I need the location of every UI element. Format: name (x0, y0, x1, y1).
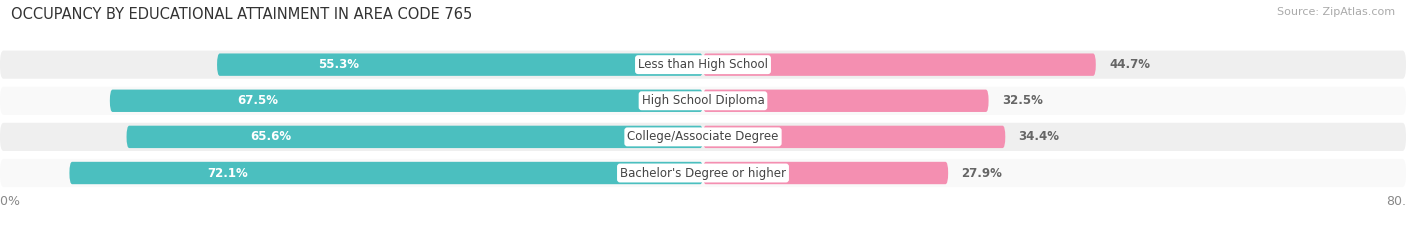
Text: 27.9%: 27.9% (962, 167, 1002, 179)
Text: OCCUPANCY BY EDUCATIONAL ATTAINMENT IN AREA CODE 765: OCCUPANCY BY EDUCATIONAL ATTAINMENT IN A… (11, 7, 472, 22)
Text: 34.4%: 34.4% (1018, 130, 1060, 143)
Text: 55.3%: 55.3% (318, 58, 359, 71)
FancyBboxPatch shape (703, 162, 948, 184)
FancyBboxPatch shape (0, 159, 1406, 187)
FancyBboxPatch shape (127, 126, 703, 148)
Text: College/Associate Degree: College/Associate Degree (627, 130, 779, 143)
FancyBboxPatch shape (110, 89, 703, 112)
Text: Source: ZipAtlas.com: Source: ZipAtlas.com (1277, 7, 1395, 17)
Text: 72.1%: 72.1% (208, 167, 249, 179)
Text: Bachelor's Degree or higher: Bachelor's Degree or higher (620, 167, 786, 179)
FancyBboxPatch shape (217, 53, 703, 76)
FancyBboxPatch shape (0, 123, 1406, 151)
Text: 67.5%: 67.5% (238, 94, 278, 107)
Text: 65.6%: 65.6% (250, 130, 291, 143)
FancyBboxPatch shape (703, 126, 1005, 148)
FancyBboxPatch shape (703, 89, 988, 112)
Text: High School Diploma: High School Diploma (641, 94, 765, 107)
Text: 32.5%: 32.5% (1001, 94, 1043, 107)
FancyBboxPatch shape (703, 53, 1095, 76)
Text: Less than High School: Less than High School (638, 58, 768, 71)
FancyBboxPatch shape (0, 51, 1406, 79)
Text: 44.7%: 44.7% (1109, 58, 1150, 71)
FancyBboxPatch shape (0, 87, 1406, 115)
FancyBboxPatch shape (69, 162, 703, 184)
